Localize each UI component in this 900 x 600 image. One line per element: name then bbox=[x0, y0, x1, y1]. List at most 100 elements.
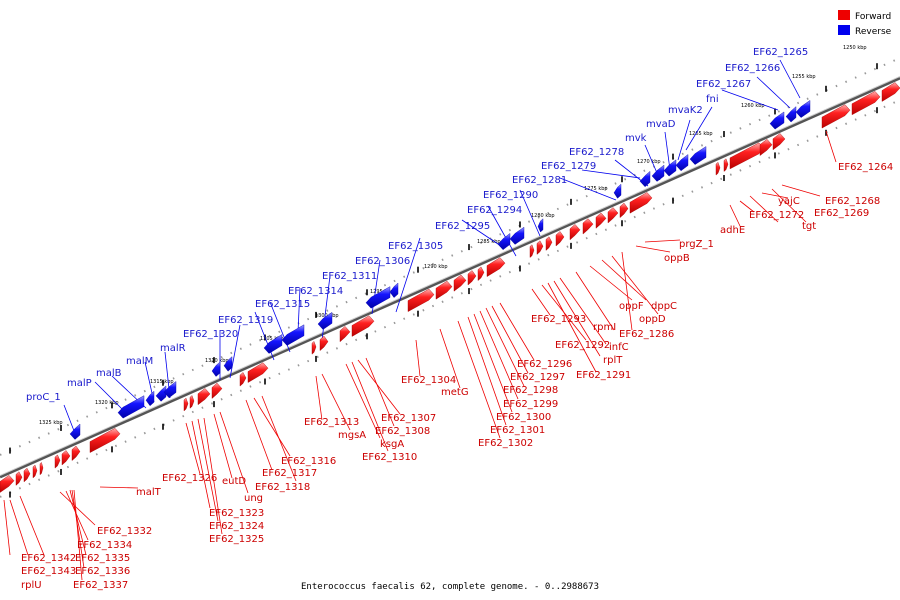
gene-label[interactable]: EF62_1300 bbox=[496, 412, 551, 423]
reverse-gene[interactable] bbox=[663, 159, 677, 177]
gene-label[interactable]: EF62_1310 bbox=[362, 452, 417, 463]
gene-label[interactable]: EF62_1294 bbox=[467, 205, 522, 216]
reverse-gene[interactable] bbox=[689, 146, 707, 165]
forward-gene[interactable] bbox=[189, 395, 195, 409]
forward-gene[interactable] bbox=[311, 341, 317, 355]
gene-label[interactable]: malR bbox=[160, 343, 186, 354]
forward-gene[interactable] bbox=[61, 450, 71, 466]
reverse-gene[interactable] bbox=[117, 395, 145, 419]
reverse-gene[interactable] bbox=[769, 111, 785, 130]
gene-label[interactable]: ung bbox=[244, 493, 263, 504]
gene-label[interactable]: EF62_1264 bbox=[838, 162, 893, 173]
gene-label[interactable]: EF62_1267 bbox=[696, 79, 751, 90]
gene-label[interactable]: oppD bbox=[639, 314, 666, 325]
forward-gene[interactable] bbox=[247, 362, 269, 383]
reverse-gene[interactable] bbox=[69, 423, 81, 440]
forward-gene[interactable] bbox=[239, 372, 247, 387]
forward-gene[interactable] bbox=[467, 270, 477, 286]
gene-label[interactable]: malM bbox=[126, 356, 153, 367]
reverse-gene[interactable] bbox=[785, 106, 797, 123]
reverse-gene[interactable] bbox=[675, 154, 689, 172]
gene-label[interactable]: infC bbox=[609, 342, 629, 353]
gene-label[interactable]: yajC bbox=[778, 196, 800, 207]
forward-gene[interactable] bbox=[555, 231, 565, 247]
gene-label[interactable]: malT bbox=[136, 487, 162, 498]
gene-label[interactable]: EF62_1311 bbox=[322, 271, 377, 282]
gene-label[interactable]: EF62_1325 bbox=[209, 534, 264, 545]
reverse-gene[interactable] bbox=[163, 381, 177, 399]
gene-label[interactable]: ksgA bbox=[380, 439, 404, 450]
gene-label[interactable]: EF62_1326 bbox=[162, 473, 217, 484]
gene-label[interactable]: EF62_1292 bbox=[555, 340, 610, 351]
reverse-gene[interactable] bbox=[223, 356, 233, 372]
gene-label[interactable]: mvaK2 bbox=[668, 105, 703, 116]
forward-gene[interactable] bbox=[183, 397, 189, 412]
gene-label[interactable]: EF62_1272 bbox=[749, 210, 804, 221]
forward-gene[interactable] bbox=[407, 288, 435, 312]
gene-label[interactable]: EF62_1291 bbox=[576, 370, 631, 381]
reverse-gene[interactable] bbox=[795, 100, 811, 118]
reverse-gene[interactable] bbox=[263, 334, 283, 354]
gene-label[interactable]: EF62_1342 bbox=[21, 553, 76, 564]
gene-label[interactable]: oppB bbox=[664, 253, 690, 264]
forward-gene[interactable] bbox=[477, 266, 485, 282]
reverse-gene[interactable] bbox=[651, 164, 665, 182]
gene-label[interactable]: EF62_1317 bbox=[262, 468, 317, 479]
gene-label[interactable]: proC_1 bbox=[26, 392, 61, 403]
forward-gene[interactable] bbox=[197, 388, 211, 406]
reverse-gene[interactable] bbox=[389, 282, 399, 298]
gene-label[interactable]: oppF bbox=[619, 301, 644, 312]
forward-gene[interactable] bbox=[536, 240, 544, 255]
forward-gene[interactable] bbox=[595, 212, 607, 229]
reverse-gene[interactable] bbox=[365, 286, 391, 309]
gene-label[interactable]: EF62_1334 bbox=[77, 540, 132, 551]
gene-label[interactable]: EF62_1298 bbox=[503, 385, 558, 396]
reverse-gene[interactable] bbox=[155, 385, 167, 402]
reverse-gene[interactable] bbox=[509, 226, 525, 245]
gene-label[interactable]: EF62_1304 bbox=[401, 375, 456, 386]
gene-label[interactable]: EF62_1305 bbox=[388, 241, 443, 252]
gene-label[interactable]: EF62_1307 bbox=[381, 413, 436, 424]
forward-gene[interactable] bbox=[759, 138, 773, 156]
gene-label[interactable]: EF62_1302 bbox=[478, 438, 533, 449]
gene-label[interactable]: EF62_1314 bbox=[288, 286, 343, 297]
forward-gene[interactable] bbox=[319, 335, 329, 352]
gene-label[interactable]: EF62_1290 bbox=[483, 190, 538, 201]
gene-label[interactable]: EF62_1318 bbox=[255, 482, 310, 493]
gene-label[interactable]: EF62_1308 bbox=[375, 426, 430, 437]
gene-label[interactable]: EF62_1316 bbox=[281, 456, 336, 467]
forward-gene[interactable] bbox=[89, 428, 121, 453]
forward-gene[interactable] bbox=[569, 224, 581, 241]
gene-label[interactable]: malP bbox=[67, 378, 92, 389]
gene-label[interactable]: EF62_1335 bbox=[75, 553, 130, 564]
gene-label[interactable]: EF62_1286 bbox=[619, 329, 674, 340]
forward-gene[interactable] bbox=[545, 236, 553, 251]
forward-gene[interactable] bbox=[529, 244, 535, 258]
gene-label[interactable]: rpmI bbox=[593, 322, 616, 333]
gene-label[interactable]: rplT bbox=[603, 355, 623, 366]
forward-gene[interactable] bbox=[71, 445, 81, 462]
gene-label[interactable]: rplU bbox=[21, 580, 42, 591]
forward-gene[interactable] bbox=[32, 464, 38, 479]
gene-label[interactable]: EF62_1279 bbox=[541, 161, 596, 172]
gene-label[interactable]: mvaD bbox=[646, 119, 676, 130]
forward-gene[interactable] bbox=[23, 467, 31, 483]
gene-label[interactable]: EF62_1278 bbox=[569, 147, 624, 158]
gene-label[interactable]: EF62_1315 bbox=[255, 299, 310, 310]
gene-label[interactable]: EF62_1265 bbox=[753, 47, 808, 58]
gene-label[interactable]: EF62_1343 bbox=[21, 566, 76, 577]
reverse-gene[interactable] bbox=[211, 361, 221, 377]
forward-gene[interactable] bbox=[772, 133, 786, 151]
forward-gene[interactable] bbox=[15, 471, 23, 486]
gene-label[interactable]: metG bbox=[441, 387, 469, 398]
gene-label[interactable]: EF62_1297 bbox=[510, 372, 565, 383]
gene-label[interactable]: fni bbox=[706, 94, 719, 105]
gene-label[interactable]: eutD bbox=[222, 476, 246, 487]
forward-gene[interactable] bbox=[851, 91, 881, 116]
gene-label[interactable]: EF62_1313 bbox=[304, 417, 359, 428]
forward-gene[interactable] bbox=[39, 462, 44, 476]
gene-label[interactable]: tgt bbox=[802, 221, 816, 232]
forward-gene[interactable] bbox=[211, 382, 223, 399]
gene-label[interactable]: mvk bbox=[625, 133, 647, 144]
forward-gene[interactable] bbox=[715, 161, 721, 176]
